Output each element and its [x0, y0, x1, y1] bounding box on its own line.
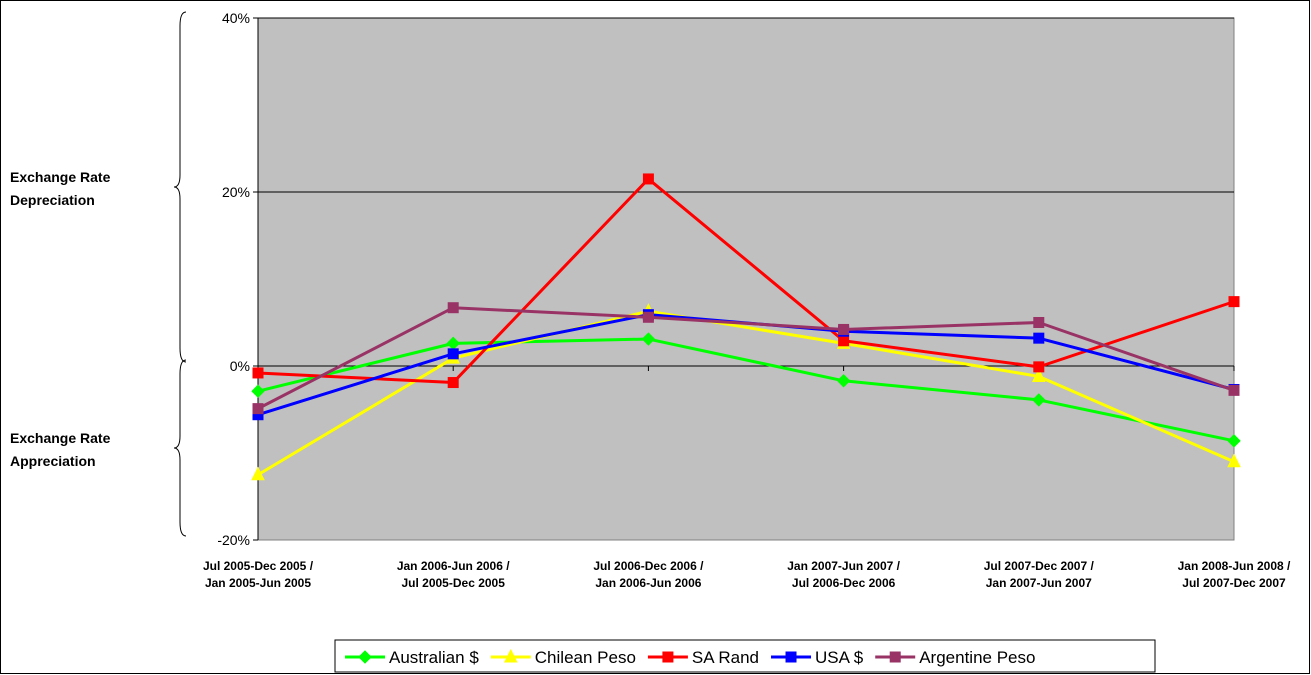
x-tick-label: Jul 2005-Dec 2005 / Jan 2005-Jun 2005: [203, 559, 314, 590]
y-tick-label: 20%: [222, 184, 250, 200]
series-australian: [251, 332, 1241, 448]
x-tick-label-line: Jan 2005-Jun 2005: [205, 576, 311, 590]
legend-item: Chilean Peso: [490, 648, 636, 667]
data-point: [836, 374, 851, 388]
legend-swatch-marker: [889, 651, 901, 663]
legend-label: SA Rand: [692, 648, 759, 667]
y-tick-labels: -20% 0% 20% 40%: [217, 10, 250, 548]
x-tick-labels: Jul 2005-Dec 2005 / Jan 2005-Jun 2005 Jan …: [203, 559, 1291, 590]
y-tick-label: 0%: [230, 358, 250, 374]
x-tick-label-line: Jan 2006-Jun 2006 /: [397, 559, 510, 573]
x-tick-label-line: Jan 2007-Jun 2007: [986, 576, 1092, 590]
gridlines: [258, 17, 1234, 193]
data-point: [251, 466, 265, 481]
series-argentine-peso: [252, 302, 1240, 415]
legend-label: Argentine Peso: [919, 648, 1035, 667]
x-tick-label-line: Jul 2006-Dec 2006: [792, 576, 896, 590]
legend: Australian $ Chilean Peso SA Rand USA $ Arge…: [334, 639, 1156, 673]
legend-label: USA $: [815, 648, 864, 667]
series-line: [257, 309, 1235, 477]
side-annotation-line: Exchange Rate: [10, 430, 111, 446]
data-point: [447, 377, 459, 389]
series-line: [257, 177, 1235, 385]
x-tick-label-line: Jan 2006-Jun 2006: [595, 576, 701, 590]
series-lines: [251, 173, 1241, 481]
data-point: [642, 173, 654, 185]
x-tick-label-line: Jul 2005-Dec 2005: [401, 576, 505, 590]
data-point: [1228, 296, 1240, 308]
side-annotation-line: Exchange Rate: [10, 169, 111, 185]
data-point: [252, 367, 264, 379]
x-tick-label: Jan 2007-Jun 2007 / Jul 2006-Dec 2006: [787, 559, 900, 590]
data-point: [447, 348, 459, 360]
data-point: [1227, 434, 1241, 448]
data-point: [642, 311, 654, 323]
side-annotations: Exchange Rate Depreciation Exchange Rate Ap…: [10, 169, 111, 469]
legend-swatch-marker: [358, 650, 372, 664]
series-line: [257, 306, 1235, 410]
x-tick-label-line: Jul 2007-Dec 2007 /: [984, 559, 1095, 573]
legend-label: Chilean Peso: [535, 648, 636, 667]
x-tick-label-line: Jan 2008-Jun 2008 /: [1178, 559, 1291, 573]
x-tick-label-line: Jul 2005-Dec 2005 /: [203, 559, 314, 573]
data-point: [838, 323, 850, 335]
brace: [173, 359, 187, 537]
legend-label: Australian $: [389, 648, 479, 667]
plot-area: [257, 17, 1235, 541]
data-point: [1032, 393, 1046, 407]
side-annotation: Exchange Rate Depreciation: [10, 169, 111, 208]
side-annotation: Exchange Rate Appreciation: [10, 430, 111, 469]
legend-box: [334, 639, 1156, 673]
data-point: [1031, 368, 1046, 382]
x-tick-label-line: Jul 2007-Dec 2007: [1182, 576, 1286, 590]
data-point: [1033, 317, 1045, 328]
series-sa-rand: [252, 173, 1240, 389]
legend-swatch-marker: [785, 651, 797, 663]
data-point: [1227, 453, 1241, 468]
x-tick-label: Jul 2007-Dec 2007 / Jan 2007-Jun 2007: [984, 559, 1095, 590]
y-tick-label: -20%: [217, 532, 250, 548]
x-tick-label: Jan 2008-Jun 2008 / Jul 2007-Dec 2007: [1178, 559, 1291, 590]
side-annotation-line: Depreciation: [10, 192, 95, 208]
legend-item: Australian $: [345, 648, 479, 667]
data-point: [641, 332, 656, 346]
legend-item: SA Rand: [647, 648, 759, 667]
braces: [173, 11, 187, 537]
legend-item: Argentine Peso: [875, 648, 1035, 667]
data-point: [251, 384, 265, 398]
brace: [173, 11, 187, 363]
data-point: [1033, 332, 1045, 344]
data-point: [252, 403, 264, 415]
x-tick-label-line: Jan 2007-Jun 2007 /: [787, 559, 900, 573]
x-tick-label: Jul 2006-Dec 2006 / Jan 2006-Jun 2006: [593, 559, 704, 590]
y-tick-label: 40%: [222, 10, 250, 26]
x-tick-label: Jan 2006-Jun 2006 / Jul 2005-Dec 2005: [397, 559, 510, 590]
data-point: [838, 335, 850, 347]
legend-swatch-marker: [662, 651, 674, 663]
data-point: [1228, 384, 1240, 396]
data-point: [447, 302, 459, 314]
series-line: [257, 337, 1235, 443]
legend-swatch-marker: [503, 648, 518, 663]
side-annotation-line: Appreciation: [10, 453, 96, 469]
x-tick-label-line: Jul 2006-Dec 2006 /: [593, 559, 704, 573]
legend-item: USA $: [771, 648, 864, 667]
axes: [253, 17, 1235, 541]
data-point: [1033, 361, 1045, 373]
